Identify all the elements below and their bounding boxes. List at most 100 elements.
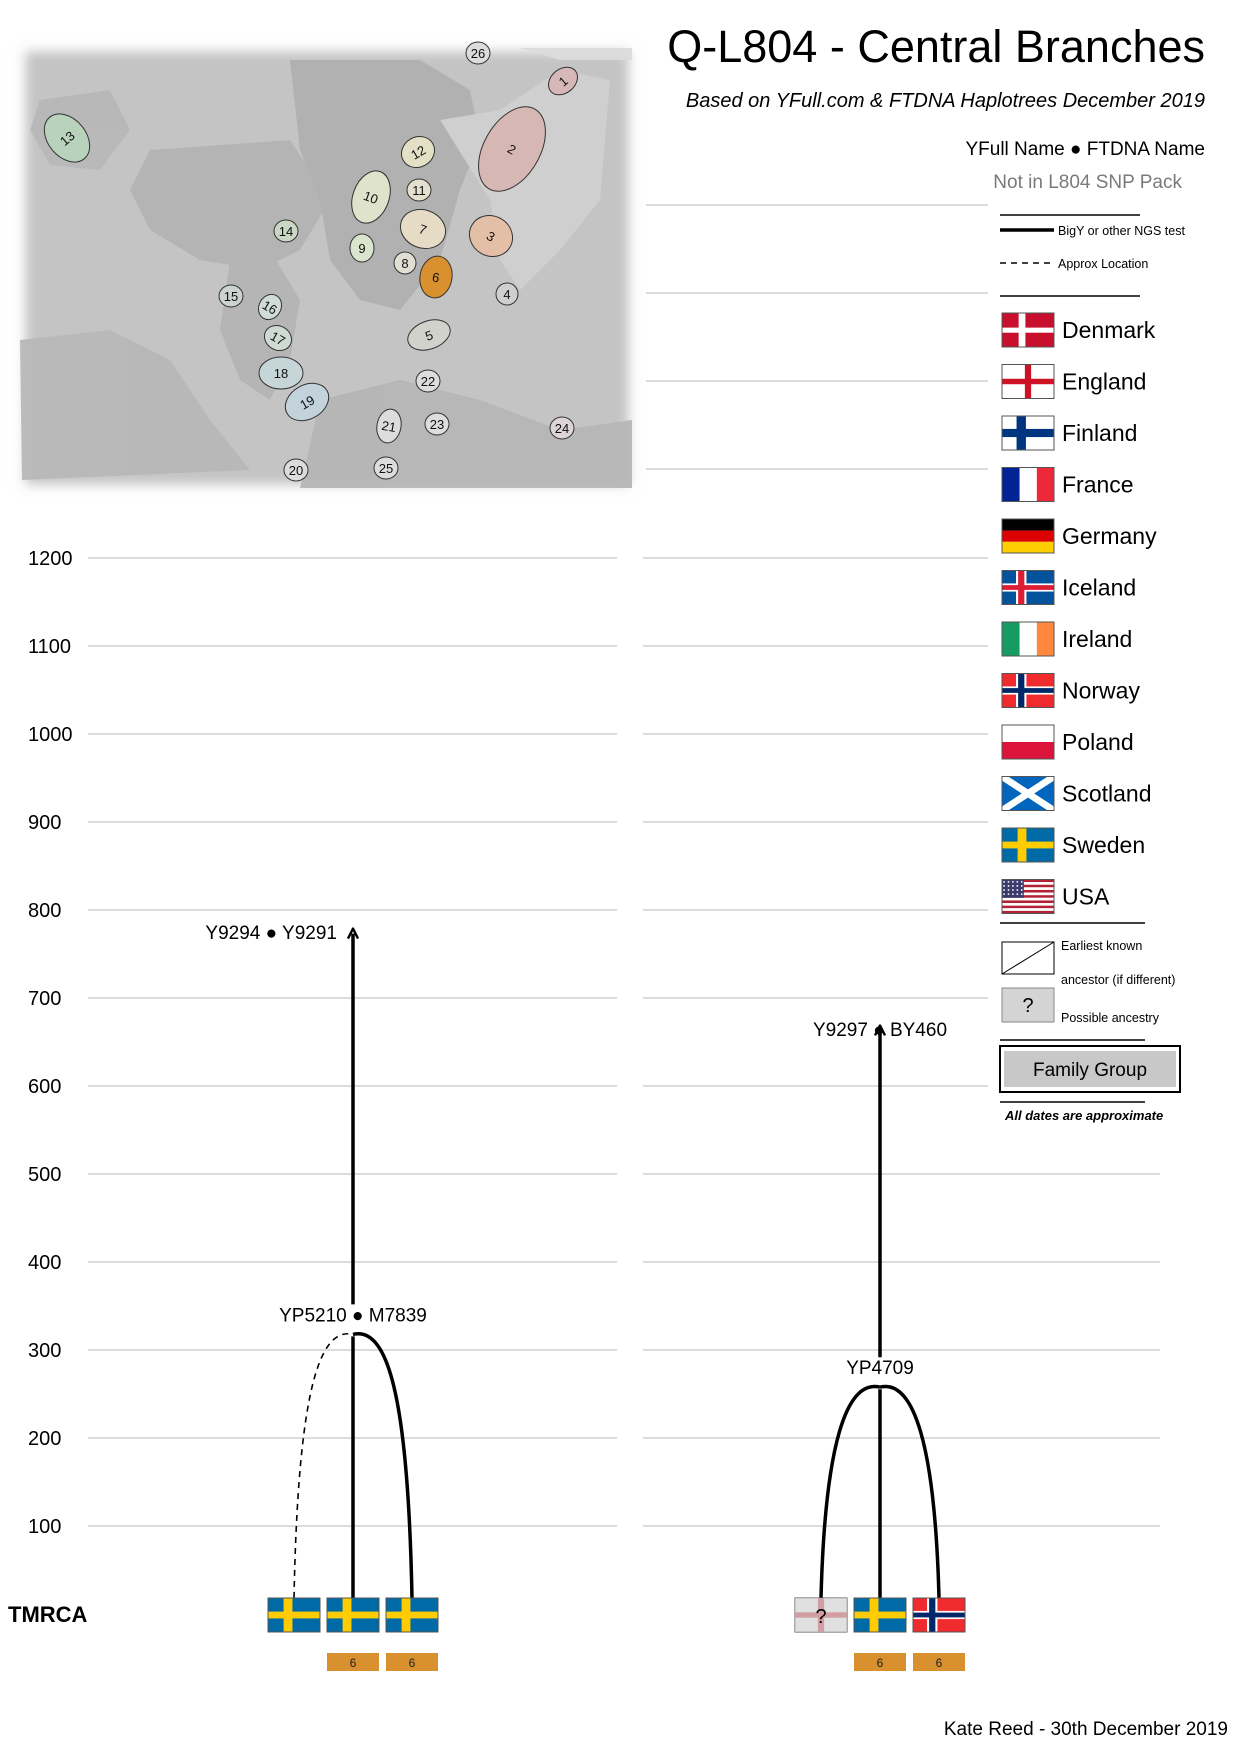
map-region-10: 10: [351, 170, 391, 224]
legend-country-label: Sweden: [1062, 832, 1145, 858]
map-region-3: 3: [468, 214, 514, 258]
map-region-label: 15: [224, 289, 238, 304]
axis-tick-label: 900: [28, 812, 61, 834]
snp-node-label: Y9294 ● Y9291: [205, 923, 337, 944]
map-region-7: 7: [399, 208, 447, 250]
denmark-flag-icon: [1001, 312, 1055, 348]
map-region-label: 12: [408, 142, 428, 162]
legend: BigY or other NGS test Approx Location D…: [999, 214, 1185, 1123]
map-region-5: 5: [407, 319, 451, 351]
map-region-label: 6: [431, 269, 441, 285]
map-region-label: 11: [412, 183, 426, 198]
map-region-13: 13: [43, 113, 91, 163]
map-region-label: 4: [503, 287, 510, 302]
map-region-label: 24: [555, 421, 569, 436]
legend-solid-label: BigY or other NGS test: [1058, 224, 1185, 238]
family-group-label: Family Group: [1033, 1060, 1147, 1081]
axis-tick-label: 300: [28, 1340, 61, 1362]
axis-tick-label: 1000: [28, 724, 73, 746]
earliest-known-label: Earliest known: [1061, 939, 1142, 953]
map-region-16: 16: [257, 293, 283, 321]
map-region-label: 23: [430, 417, 444, 432]
axis-tick-label: 500: [28, 1164, 61, 1186]
map-region-19: 19: [284, 382, 330, 422]
legend-dashed-label: Approx Location: [1058, 257, 1148, 271]
axis-tick-label: 1100: [28, 636, 71, 658]
region-tag: 6: [327, 1653, 379, 1671]
map-region-label: 14: [279, 224, 293, 239]
map-region-label: 19: [297, 392, 317, 412]
map-region-label: 10: [361, 188, 380, 207]
map-region-1: 1: [548, 66, 578, 96]
legend-country-label: Norway: [1062, 678, 1140, 704]
legend-country-label: Scotland: [1062, 781, 1152, 807]
map-region-label: 22: [421, 374, 435, 389]
axis-tick-label: 400: [28, 1252, 61, 1274]
germany-flag-icon: [1001, 518, 1055, 554]
map-region-label: 7: [417, 221, 429, 238]
map-region-label: 16: [260, 297, 280, 317]
legend-country-label: Ireland: [1062, 626, 1132, 652]
axis-tick-label: 100: [28, 1516, 61, 1538]
map-region-14: 14: [273, 219, 299, 243]
poland-flag-icon: [1001, 724, 1055, 760]
map-region-label: 5: [423, 327, 435, 344]
scotland-flag-icon: [1000, 773, 1056, 814]
legend-country-label: England: [1062, 369, 1146, 395]
france-flag-icon: [1001, 467, 1055, 502]
england-flag-icon: ?: [794, 1597, 848, 1633]
dates-note: All dates are approximate: [1004, 1108, 1163, 1123]
axis-tick-label: 700: [28, 988, 61, 1010]
norway-flag-icon: [912, 1597, 966, 1633]
map-region-23: 23: [424, 412, 450, 436]
map-region-21: 21: [376, 408, 402, 444]
sweden-flag-icon: [1001, 827, 1055, 863]
lineage-line: [293, 1332, 354, 1599]
map-region-6: 6: [419, 255, 453, 299]
legend-country-label: Germany: [1062, 523, 1157, 549]
norway-flag-icon: [1001, 673, 1055, 708]
region-tag-label: 6: [350, 1656, 357, 1670]
sweden-flag-icon: [853, 1597, 907, 1633]
lineage-line: [352, 1332, 414, 1599]
map-region-11: 11: [406, 178, 432, 202]
region-tag-label: 6: [936, 1656, 943, 1670]
region-tag: 6: [913, 1653, 965, 1671]
map-region-label: 17: [268, 328, 288, 348]
sweden-flag-icon: [326, 1597, 380, 1633]
earliest-known-label-2: ancestor (if different): [1061, 973, 1175, 987]
england-flag-icon: [1001, 364, 1055, 399]
map-region-2: 2: [478, 106, 546, 192]
legend-country-label: USA: [1062, 884, 1110, 910]
map-region-label: 26: [471, 46, 485, 61]
usa-flag-icon: [1001, 879, 1055, 914]
legend-country-label: Poland: [1062, 729, 1134, 755]
map-region-20: 20: [283, 458, 309, 482]
sweden-flag-icon: [267, 1597, 321, 1633]
map-region-17: 17: [263, 324, 293, 352]
not-in-pack-key: Not in L804 SNP Pack: [993, 172, 1182, 193]
axis-tick-label: 1200: [28, 548, 73, 570]
lineage-line: [819, 1384, 881, 1599]
map-region-18: 18: [258, 356, 304, 390]
map-region-label: 20: [289, 463, 303, 478]
map-region-24: 24: [549, 416, 575, 440]
axis-tick-label: 800: [28, 900, 61, 922]
earliest-known-key: [1001, 941, 1055, 975]
map-region-15: 15: [218, 284, 244, 308]
region-tag-label: 6: [877, 1656, 884, 1670]
snp-node-label: YP4709: [846, 1358, 914, 1379]
map-region-label: 21: [380, 418, 397, 435]
sweden-flag-icon: [385, 1597, 439, 1633]
axis-tick-label: 600: [28, 1076, 61, 1098]
axis-tick-label: 200: [28, 1428, 61, 1450]
legend-country-label: France: [1062, 472, 1134, 498]
region-tag-label: 6: [409, 1656, 416, 1670]
map-region-9: 9: [349, 233, 375, 263]
finland-flag-icon: [1001, 415, 1055, 451]
legend-country-label: Denmark: [1062, 317, 1156, 343]
map-region-4: 4: [495, 282, 519, 306]
map-region-label: 18: [274, 366, 288, 381]
map-region-12: 12: [400, 135, 436, 169]
